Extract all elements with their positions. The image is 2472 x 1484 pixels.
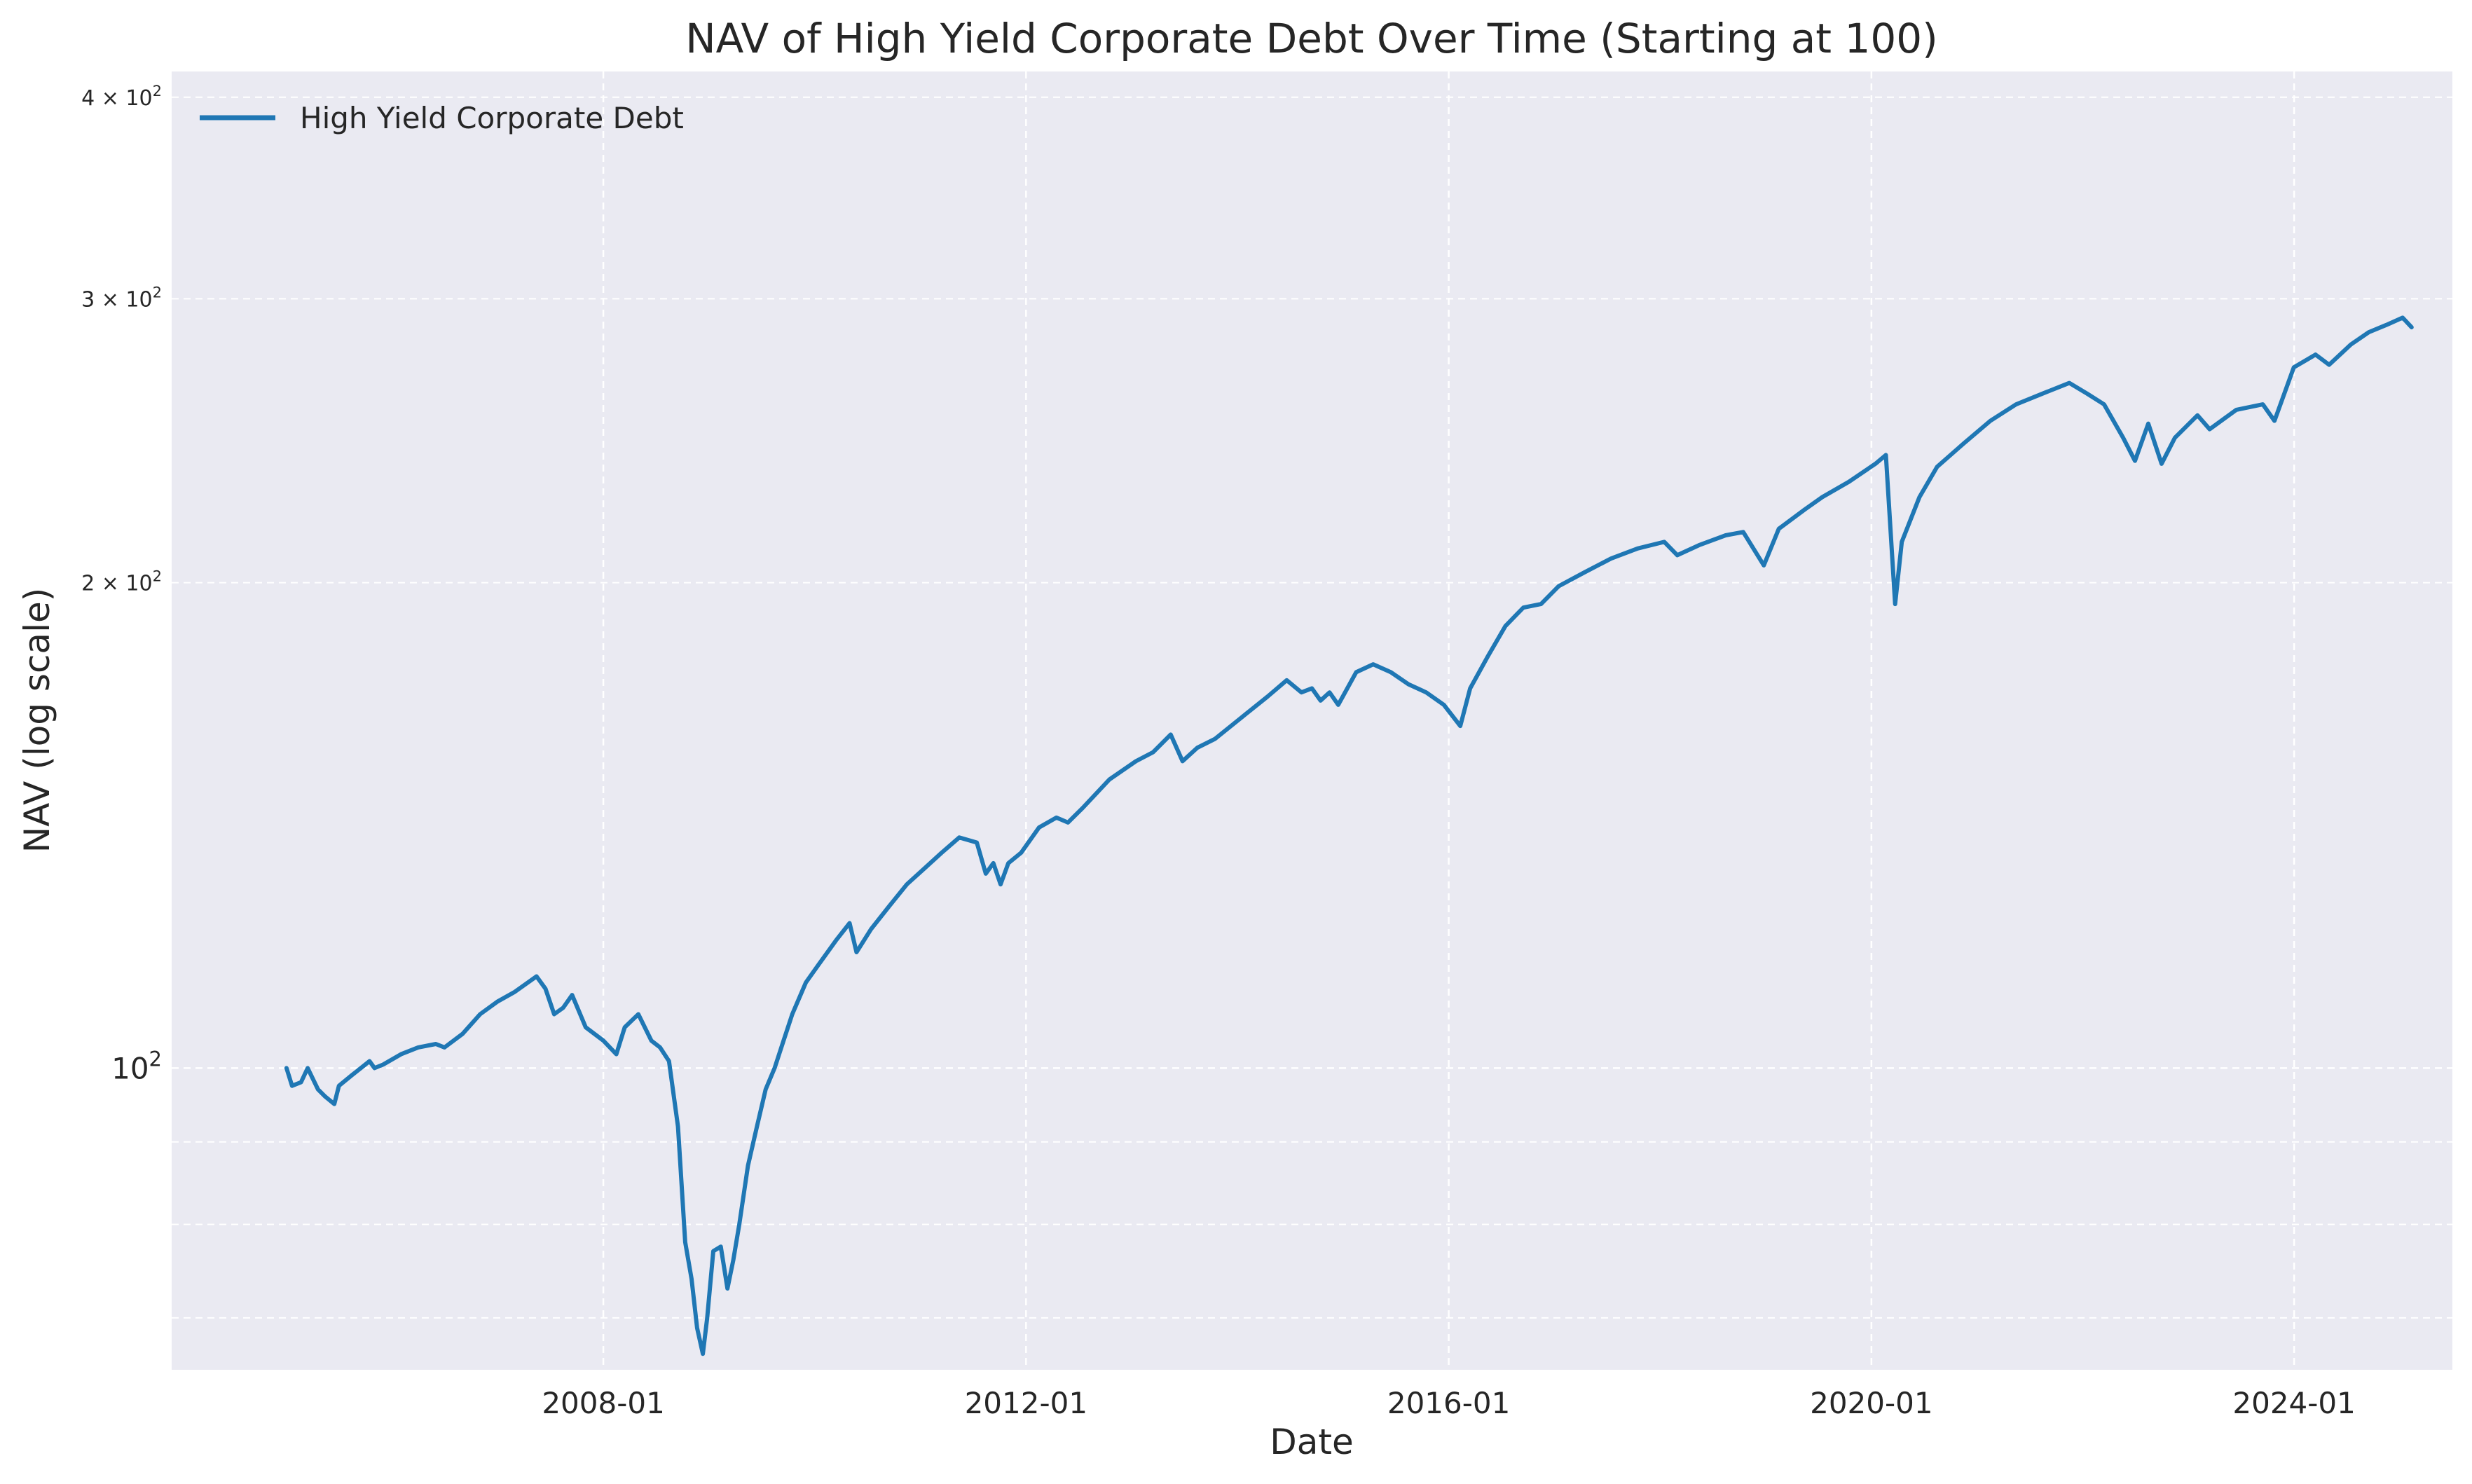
- y-axis-label: NAV (log scale): [17, 588, 57, 853]
- series-line-high-yield-corporate-debt: [284, 315, 2414, 1356]
- x-tick-label: 2024-01: [2232, 1386, 2356, 1420]
- x-tick-label: 2008-01: [542, 1386, 665, 1420]
- grid: [172, 71, 2452, 1370]
- series-layer: [284, 315, 2414, 1356]
- legend-label: High Yield Corporate Debt: [300, 101, 684, 135]
- plot-area: [172, 71, 2452, 1370]
- x-tick-label: 2020-01: [1810, 1386, 1933, 1420]
- y-minor-tick-label: 2 × 102: [81, 568, 162, 596]
- y-minor-tick-label: 3 × 102: [81, 284, 162, 312]
- y-minor-tick-label: 4 × 102: [81, 83, 162, 111]
- x-tick-label: 2012-01: [965, 1386, 1088, 1420]
- chart-title: NAV of High Yield Corporate Debt Over Ti…: [685, 15, 1938, 62]
- tick-labels: 2008-01 2012-01 2016-01 2020-01 2024-01 2 × 1…: [81, 83, 2356, 1420]
- x-axis-label: Date: [1270, 1422, 1354, 1462]
- legend: High Yield Corporate Debt: [200, 101, 684, 135]
- x-tick-label: 2016-01: [1387, 1386, 1511, 1420]
- y-major-tick-label: 102: [111, 1047, 162, 1085]
